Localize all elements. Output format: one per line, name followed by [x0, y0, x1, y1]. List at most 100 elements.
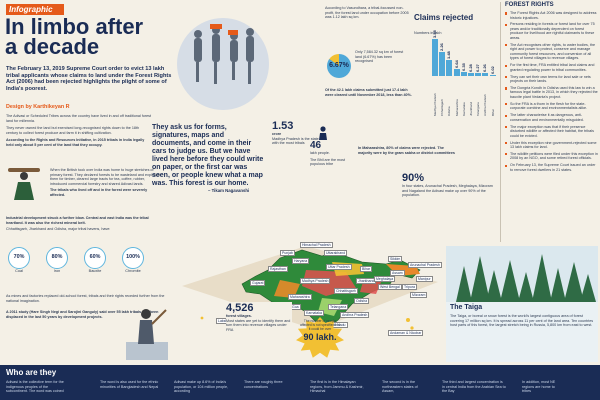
list-item: The Forest Rights Act 2006 was designed …: [505, 11, 598, 20]
minerals-row: 70% Coal 80% Iron 60% Bauxite 100% Chrom…: [8, 247, 158, 289]
mineral-pct: 80%: [46, 247, 68, 269]
bottom-col: In addition, most NE regions are home to…: [522, 380, 556, 393]
person-icon: [318, 126, 328, 140]
chart-bar: [439, 52, 446, 76]
page-title: In limbo after a decade: [5, 16, 175, 58]
list-item: Persons residing in forests or forest la…: [505, 22, 598, 40]
chart-bar: [482, 73, 489, 76]
ninety-lakh-callout: The number of people affected is not spe…: [299, 319, 341, 342]
bhil-value: 46: [310, 140, 322, 151]
map-label: Meghalaya: [374, 276, 396, 282]
chart-category-label: Chhattisgarh: [440, 98, 445, 116]
displacement-study: A 2011 study (Hare Singh Negi and Saroji…: [6, 310, 159, 319]
british-bold-text: The tribals who lived off and in the for…: [50, 188, 148, 197]
bottom-col: Adivasi make up 8.6% of India's populati…: [174, 380, 229, 393]
chart-category-label: Andhra Pradesh: [483, 94, 488, 116]
claims-cleared-stat: Of the 42.1 lakh claims submitted just 1…: [325, 88, 412, 97]
map-label: Tripura: [402, 284, 417, 290]
mineral-pct: 60%: [84, 247, 106, 269]
taiga-title: The Taiga: [450, 304, 483, 311]
chart-category-label: Telangana: [476, 102, 481, 116]
map-label: Madhya Pradesh: [300, 278, 331, 284]
list-item: The Dongria Kondh in Odisha used this la…: [505, 86, 598, 100]
mineral-pct: 70%: [8, 247, 30, 269]
bottom-col: Adivasi is the collective term for the i…: [6, 380, 64, 393]
map-label: Andhra Pradesh: [340, 312, 370, 318]
forest-rights-list: The Forest Rights Act 2006 was designed …: [505, 11, 598, 172]
chart-bar: [489, 75, 496, 76]
map-label: Gujarat: [250, 280, 266, 286]
forest-rights-panel: FOREST RIGHTS The Forest Rights Act 2006…: [500, 2, 598, 242]
chart-bar: [475, 73, 482, 76]
mineral-label: Chromite: [125, 269, 141, 273]
infographic-tag: Infographic: [6, 4, 64, 15]
who-are-they-heading: Who are they: [6, 368, 57, 377]
chart-category-label: Maharashtra: [454, 99, 459, 116]
map-label: Uttarakhand: [324, 250, 348, 256]
chart-category-label: Madhya Pradesh: [433, 93, 437, 116]
india-map: Himachal Pradesh Punjab Uttarakhand Hary…: [176, 200, 446, 360]
map-label: Haryana: [292, 258, 310, 264]
list-item: Under this exception nine government-rej…: [505, 141, 598, 150]
development-bold: Industrial development struck a further …: [6, 216, 149, 225]
map-label: Andaman & Nicobar: [388, 330, 424, 336]
map-label: Sikkim: [388, 256, 403, 262]
bottom-col: There are roughly three concentrations: [244, 380, 283, 389]
maharashtra-note: In Maharashtra, 80% of claims were rejec…: [358, 146, 455, 155]
chart-category-label: Bihar: [490, 108, 495, 116]
bhil-desc: The Bhil are the most populous tribe: [310, 157, 346, 167]
intro-paragraph-2: They never owned the land but exercised …: [6, 126, 140, 135]
forest-villages-stat: 4,526 forest villages. Most states are y…: [226, 302, 292, 332]
british-section: When the British took over India was hom…: [50, 168, 160, 197]
miner-illustration: [126, 304, 168, 360]
taiga-section: The Taiga The Taiga, or boreal or snow f…: [446, 246, 598, 362]
map-label: Bihar: [360, 266, 373, 272]
intro-section: The Adivasi or Scheduled Tribes across t…: [6, 114, 152, 147]
map-label: Punjab: [280, 250, 295, 256]
quote-attribution: – Tikam Nagavanshi: [208, 188, 250, 193]
list-item: The latter characterise it as dangerous,…: [505, 113, 598, 122]
british-text: When the British took over India was hom…: [50, 168, 160, 186]
development-states: Chhattisgarh, Jharkhand and Odisha, majo…: [6, 227, 111, 231]
mineral-label: Bauxite: [88, 269, 102, 273]
chart-category-labels: Madhya Pradesh Chhattisgarh Odisha Maharash…: [414, 38, 500, 138]
chart-value-label: 3.55: [432, 29, 437, 38]
ninety-lakh-value: 90 lakh.: [303, 331, 337, 342]
bottom-col: The third and largest concentration is i…: [442, 380, 506, 393]
mineral-chromite: 100% Chromite: [122, 247, 144, 273]
map-label: Maharashtra: [288, 294, 312, 300]
map-label: Rajasthan: [268, 266, 288, 272]
intro-paragraph-1: The Adivasi or Scheduled Tribes across t…: [6, 114, 152, 123]
bottom-col: The first is in the Himalayan regions, f…: [310, 380, 364, 393]
mineral-bauxite: 60% Bauxite: [84, 247, 106, 273]
recognised-stat: Only 7,584.32 sq km of forest land (6.67…: [355, 50, 404, 63]
bhil-caption: lakh people.: [310, 151, 330, 155]
villages-unit: forest villages.: [226, 314, 252, 318]
who-are-they-bar: [0, 365, 600, 400]
intro-paragraph-3: According to the Rights and Resources In…: [6, 138, 145, 147]
chart-category-label: Jharkhand: [469, 101, 473, 116]
map-label: Uttar Pradesh: [326, 264, 352, 270]
taiga-text: The Taiga, or boreal or snow forest is t…: [450, 314, 594, 327]
mineral-label: Coal: [15, 269, 23, 273]
chart-title: Claims rejected: [414, 13, 474, 22]
chart-bar: [446, 60, 453, 76]
map-label: Karnataka: [304, 310, 324, 316]
forest-rights-title: FOREST RIGHTS: [505, 2, 554, 8]
bottom-col: The word is also used for the ethnic min…: [100, 380, 159, 389]
chart-category-label: Karnataka: [461, 102, 466, 116]
pull-quote: They ask us for forms, signatures, maps …: [152, 124, 264, 187]
chart-units: Numbers in lakh: [414, 31, 442, 35]
mp-value: 1.53: [272, 120, 294, 132]
list-item: They can set their own terms for land sa…: [505, 75, 598, 84]
list-item: The wildlife petitions were filed under …: [505, 152, 598, 161]
bottom-col: The second is in the northeastern states…: [382, 380, 418, 393]
villages-value: 4,526: [226, 302, 254, 314]
development-note: As mines and factories replaced old-scho…: [6, 294, 165, 303]
vasundhara-stat: According to Vasundhara, a tribal-focuss…: [325, 6, 409, 19]
chart-bar: [468, 73, 474, 76]
ninety-value: 90%: [402, 172, 425, 184]
map-label: Odisha: [354, 298, 370, 304]
map-label: Chhattisgarh: [334, 288, 358, 294]
chart-bar: [460, 72, 467, 76]
